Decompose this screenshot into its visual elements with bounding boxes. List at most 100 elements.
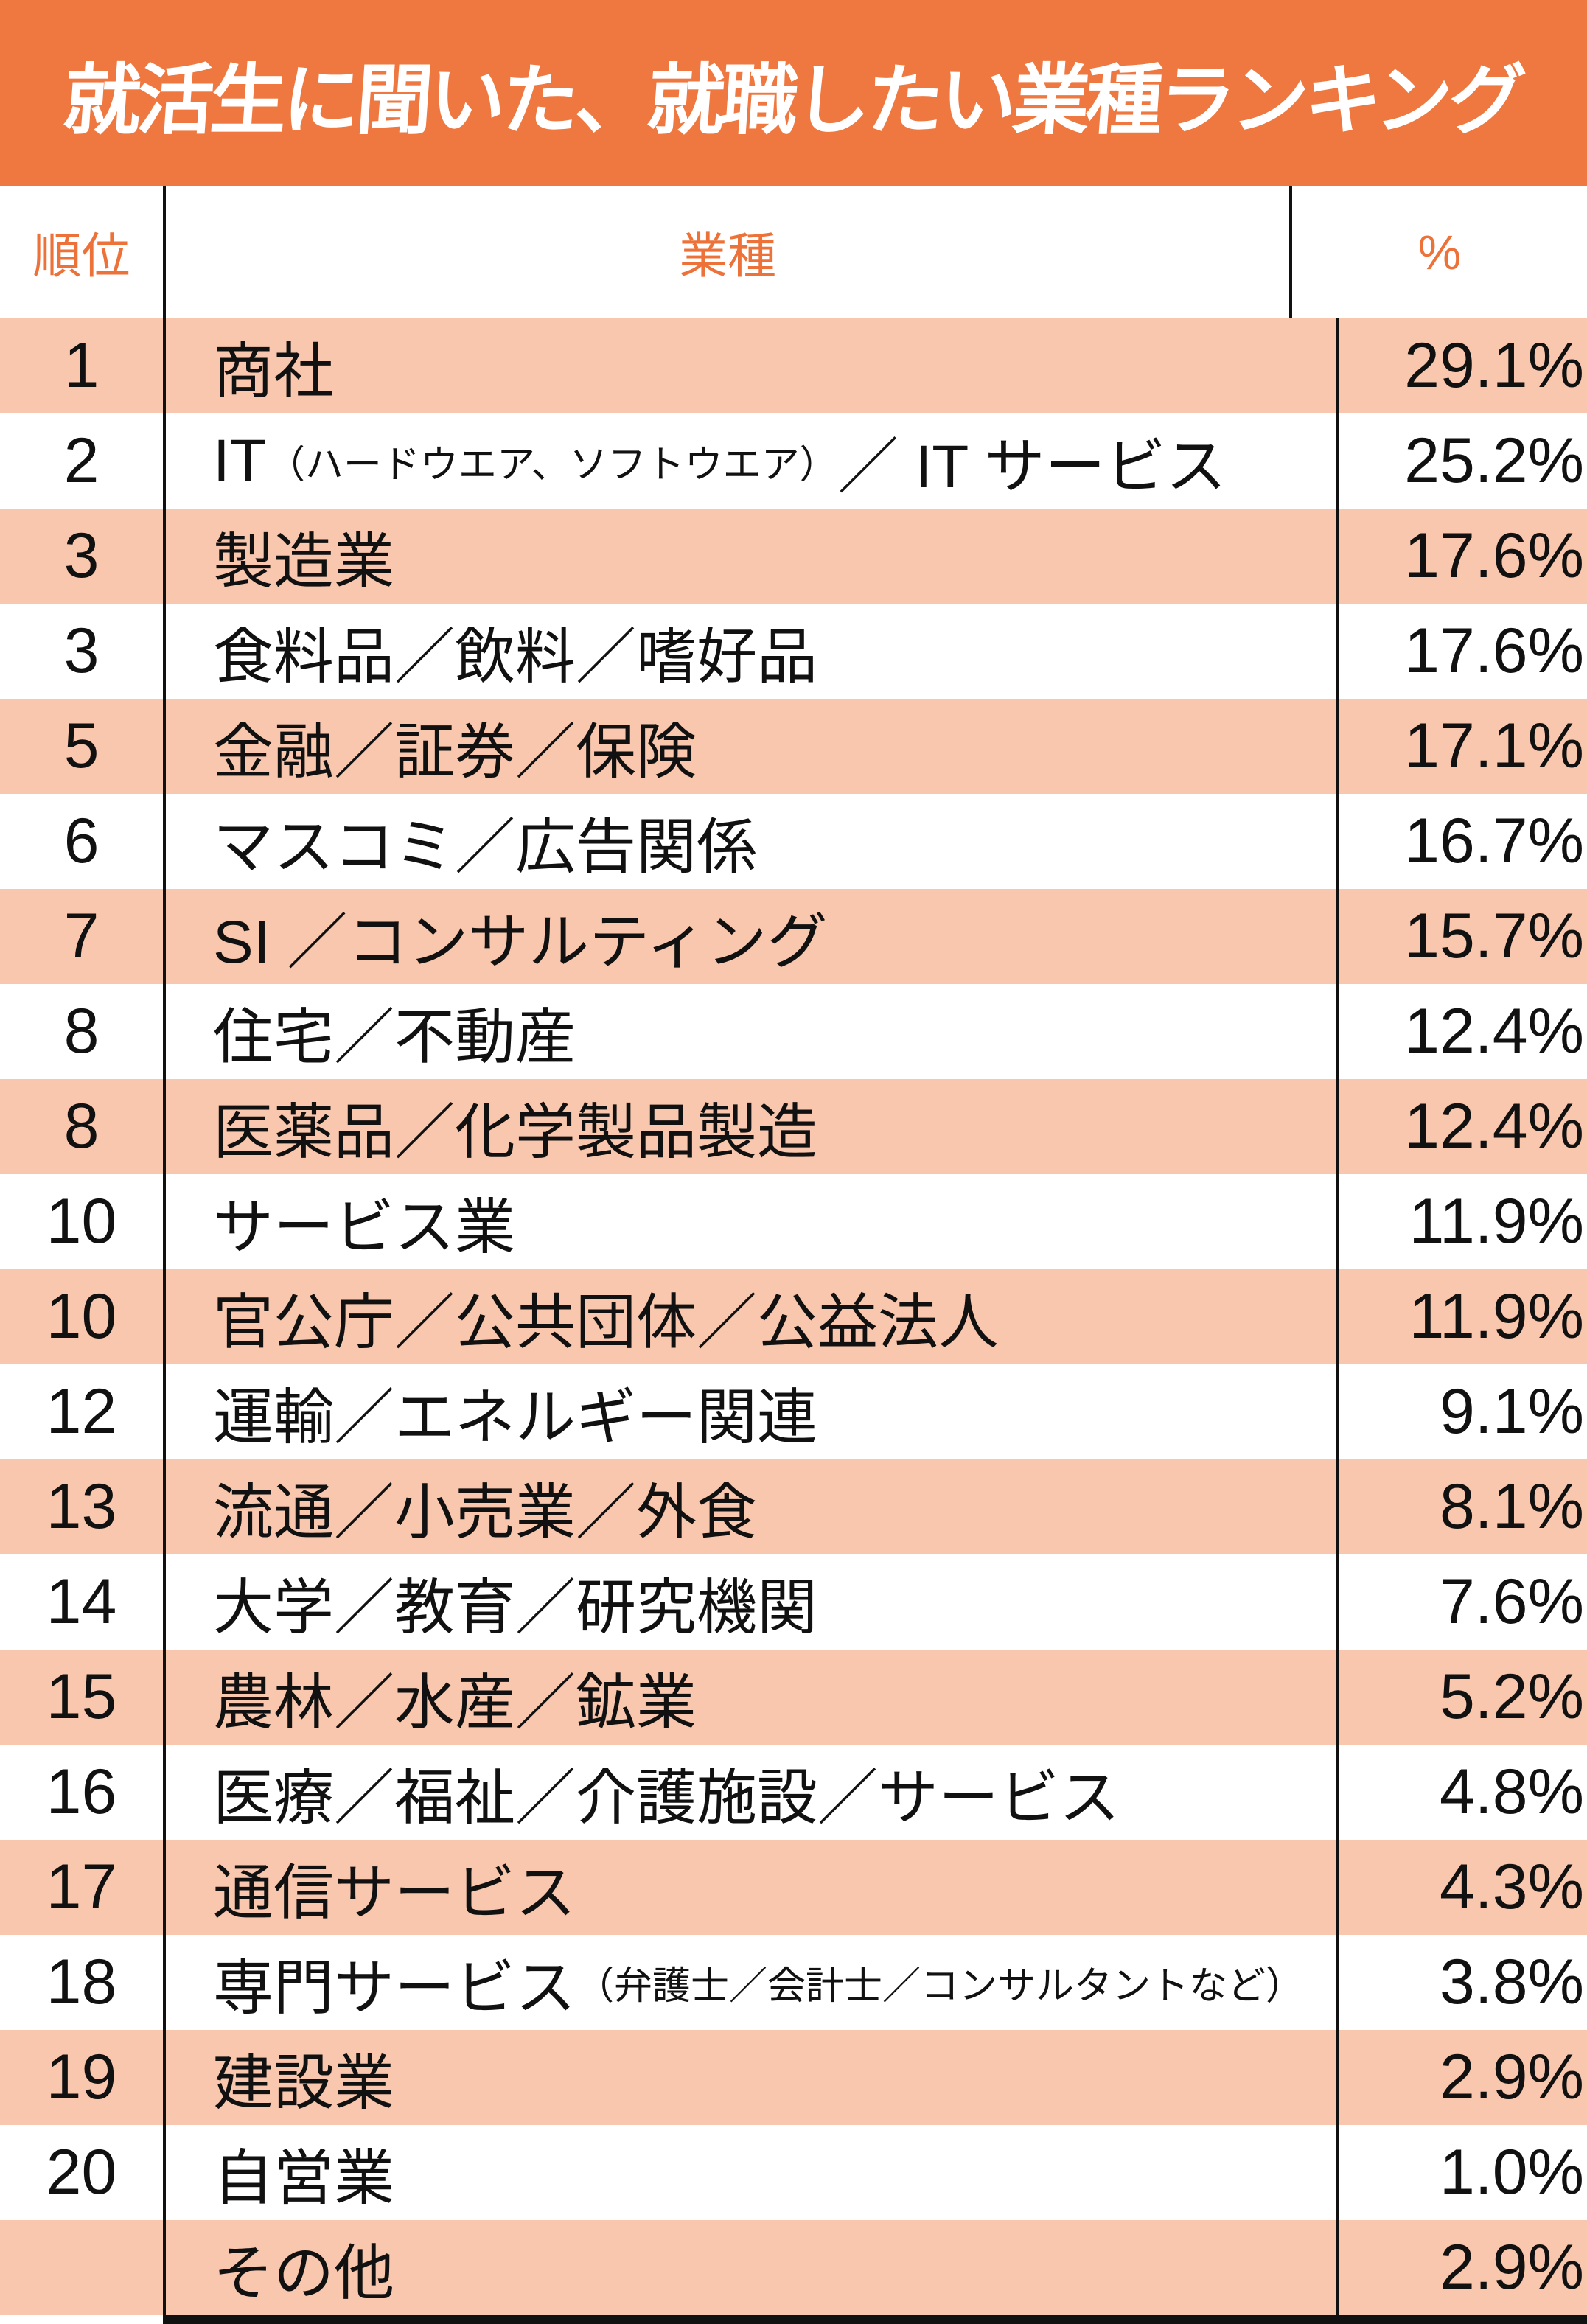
- percent-cell: 9.1%: [1439, 1376, 1584, 1447]
- industry-name: 金融／証券／保険: [213, 719, 697, 786]
- industry-note: （弁護士／会計士／コンサルタントなど）: [576, 1965, 1305, 2008]
- industry-name2: ／ IT サービス: [837, 433, 1227, 500]
- industry-cell: IT （ハードウエア、ソフトウエア）／ IT サービス: [163, 413, 1339, 509]
- industry-cell: 建設業: [163, 2030, 1339, 2125]
- rank-cell: 19: [46, 2042, 117, 2112]
- rank-cell: 14: [46, 1566, 117, 1637]
- percent-cell: 2.9%: [1439, 2042, 1584, 2112]
- rank-cell: 6: [63, 806, 100, 876]
- industry-name: その他: [213, 2240, 395, 2307]
- industry-cell: 通信サービス: [163, 1840, 1339, 1935]
- percent-cell: 11.9%: [1409, 1281, 1584, 1352]
- percent-cell: 3.8%: [1439, 1947, 1584, 2017]
- percent-cell: 11.9%: [1409, 1186, 1584, 1257]
- table-row: 10 官公庁／公共団体／公益法人 11.9%: [0, 1269, 1587, 1364]
- industry-name: 大学／教育／研究機関: [213, 1574, 818, 1641]
- percent-cell: 7.6%: [1439, 1566, 1584, 1637]
- industry-cell: 住宅／不動産: [163, 984, 1339, 1079]
- rank-cell: 15: [46, 1661, 117, 1732]
- industry-name: マスコミ／広告関係: [213, 814, 758, 881]
- table-row: 19 建設業 2.9%: [0, 2030, 1587, 2125]
- industry-name: IT: [213, 427, 267, 495]
- percent-cell: 17.6%: [1404, 615, 1584, 686]
- industry-name: 自営業: [213, 2145, 395, 2212]
- industry-cell: 専門サービス （弁護士／会計士／コンサルタントなど）: [163, 1935, 1339, 2030]
- table-row: 18 専門サービス （弁護士／会計士／コンサルタントなど） 3.8%: [0, 1935, 1587, 2030]
- table-row: 1 商社 29.1%: [0, 318, 1587, 413]
- header-industry: 業種: [163, 186, 1292, 318]
- table-row: 10 サービス業 11.9%: [0, 1174, 1587, 1269]
- table-row: 3 製造業 17.6%: [0, 509, 1587, 604]
- table-row: 20 自営業 1.0%: [0, 2125, 1587, 2220]
- industry-cell: 医薬品／化学製品製造: [163, 1079, 1339, 1174]
- industry-name: 専門サービス: [213, 1955, 576, 2022]
- rank-cell: 8: [63, 996, 100, 1067]
- percent-cell: 25.2%: [1404, 425, 1584, 496]
- percent-cell: 29.1%: [1404, 330, 1584, 401]
- industry-cell: その他: [163, 2220, 1339, 2315]
- industry-name: 流通／小売業／外食: [213, 1479, 758, 1546]
- table-row: 7 SI ／コンサルティング 15.7%: [0, 889, 1587, 984]
- table-row: 3 食料品／飲料／嗜好品 17.6%: [0, 604, 1587, 699]
- rank-cell: 2: [63, 425, 100, 496]
- rank-cell: 3: [63, 520, 100, 591]
- table-row: 14 大学／教育／研究機関 7.6%: [0, 1554, 1587, 1650]
- industry-cell: マスコミ／広告関係: [163, 794, 1339, 889]
- rank-cell: 10: [46, 1186, 117, 1257]
- table-row: 2 IT （ハードウエア、ソフトウエア）／ IT サービス 25.2%: [0, 413, 1587, 509]
- bottom-rule: [163, 2315, 1587, 2324]
- rank-cell: 5: [63, 711, 100, 781]
- percent-cell: 1.0%: [1439, 2137, 1584, 2208]
- percent-cell: 4.3%: [1439, 1852, 1584, 1922]
- industry-cell: 官公庁／公共団体／公益法人: [163, 1269, 1339, 1364]
- table-row: その他 2.9%: [0, 2220, 1587, 2315]
- industry-name: 商社: [213, 338, 335, 405]
- table-body: 1 商社 29.1% 2 IT （ハードウエア、ソフトウエア）／ IT サービス …: [0, 318, 1587, 2315]
- percent-cell: 4.8%: [1439, 1756, 1584, 1827]
- table-row: 15 農林／水産／鉱業 5.2%: [0, 1650, 1587, 1745]
- table-header-row: 順位 業種 %: [0, 186, 1587, 318]
- industry-name: 食料品／飲料／嗜好品: [213, 624, 818, 691]
- rank-cell: 16: [46, 1756, 117, 1827]
- percent-cell: 17.1%: [1404, 711, 1584, 781]
- title-band: 就活生に聞いた、就職したい業種ランキング: [0, 0, 1587, 186]
- industry-cell: 金融／証券／保険: [163, 699, 1339, 794]
- industry-cell: サービス業: [163, 1174, 1339, 1269]
- table-row: 5 金融／証券／保険 17.1%: [0, 699, 1587, 794]
- industry-cell: 製造業: [163, 509, 1339, 604]
- industry-name: サービス業: [213, 1194, 516, 1261]
- table-row: 8 住宅／不動産 12.4%: [0, 984, 1587, 1079]
- page-title: 就活生に聞いた、就職したい業種ランキング: [61, 57, 1525, 144]
- table-row: 8 医薬品／化学製品製造 12.4%: [0, 1079, 1587, 1174]
- rank-cell: 12: [46, 1376, 117, 1447]
- header-rank: 順位: [32, 228, 130, 283]
- rank-cell: 13: [46, 1471, 117, 1542]
- percent-cell: 17.6%: [1404, 520, 1584, 591]
- industry-note: （ハードウエア、ソフトウエア）: [266, 444, 838, 486]
- industry-name: 製造業: [213, 528, 395, 596]
- rank-cell: 10: [46, 1281, 117, 1352]
- rank-cell: 20: [46, 2137, 117, 2208]
- table-row: 17 通信サービス 4.3%: [0, 1840, 1587, 1935]
- percent-cell: 15.7%: [1404, 901, 1584, 971]
- industry-cell: 運輸／エネルギー関連: [163, 1364, 1339, 1459]
- industry-name: 官公庁／公共団体／公益法人: [213, 1289, 1000, 1356]
- table-row: 12 運輸／エネルギー関連 9.1%: [0, 1364, 1587, 1459]
- industry-cell: 医療／福祉／介護施設／サービス: [163, 1745, 1339, 1840]
- percent-cell: 16.7%: [1404, 806, 1584, 876]
- percent-cell: 8.1%: [1439, 1471, 1584, 1542]
- rank-cell: 17: [46, 1852, 117, 1922]
- industry-cell: 自営業: [163, 2125, 1339, 2220]
- rank-cell: 8: [63, 1091, 100, 1162]
- percent-cell: 5.2%: [1439, 1661, 1584, 1732]
- table-row: 13 流通／小売業／外食 8.1%: [0, 1459, 1587, 1554]
- industry-name: 住宅／不動産: [213, 1004, 576, 1071]
- industry-name: 建設業: [213, 2050, 395, 2117]
- rank-cell: 7: [63, 901, 100, 971]
- rank-cell: 18: [46, 1947, 117, 2017]
- industry-name: 医療／福祉／介護施設／サービス: [213, 1765, 1120, 1832]
- table-row: 16 医療／福祉／介護施設／サービス 4.8%: [0, 1745, 1587, 1840]
- percent-cell: 12.4%: [1404, 1091, 1584, 1162]
- table-row: 6 マスコミ／広告関係 16.7%: [0, 794, 1587, 889]
